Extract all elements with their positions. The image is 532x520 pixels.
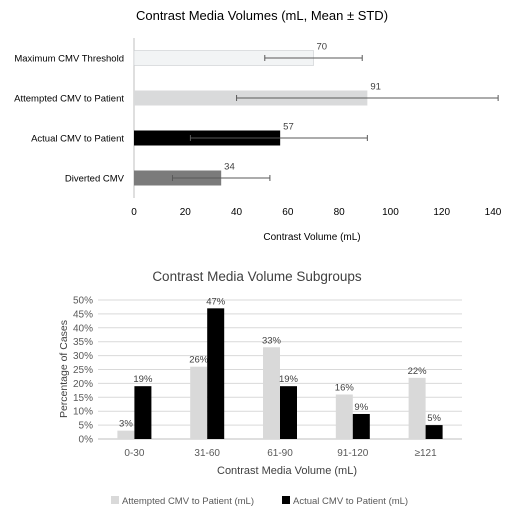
- chart2-bar: [117, 430, 135, 439]
- chart2-y-tick-label: 10%: [73, 407, 93, 418]
- chart2-plot: 0% 5% 10% 15% 20% 25% 30% 35% 40% 45% 50% 0-30 3% 19%…: [73, 296, 462, 507]
- chart2-data-label: 9%: [354, 402, 368, 413]
- chart1-x-tick-label: 40: [231, 207, 243, 218]
- chart1-x-tick-label: 120: [433, 207, 450, 218]
- chart2-data-label: 19%: [279, 374, 299, 385]
- chart1-category-label: Diverted CMV: [65, 174, 125, 185]
- chart2-bar: [190, 366, 208, 439]
- chart1-data-label: 70: [317, 42, 328, 53]
- chart2-x-tick-label: 91-120: [337, 448, 369, 459]
- chart2-bar: [207, 308, 225, 439]
- chart2-data-label: 5%: [427, 413, 441, 424]
- chart2-y-tick-label: 45%: [73, 309, 93, 320]
- chart2-x-axis-label: Contrast Media Volume (mL): [217, 465, 357, 477]
- chart2-data-label: 33%: [262, 335, 282, 346]
- chart2-y-tick-label: 40%: [73, 323, 93, 334]
- chart2-data-label: 3%: [119, 419, 133, 430]
- chart2-x-tick-label: 61-90: [267, 448, 293, 459]
- chart2-data-label: 19%: [133, 374, 153, 385]
- chart2-y-tick-label: 15%: [73, 393, 93, 404]
- chart2-legend-label: Attempted CMV to Patient (mL): [122, 496, 254, 507]
- chart1-plot: 0 20 40 60 80 100 120 140 Maximum CMV Threshold 7…: [14, 38, 502, 218]
- chart1-data-label: 91: [370, 82, 381, 93]
- chart1-category-label: Actual CMV to Patient: [31, 134, 124, 145]
- chart2-x-tick-label: 0-30: [124, 448, 144, 459]
- chart2-bar: [134, 386, 152, 439]
- chart2-data-label: 16%: [335, 383, 355, 394]
- chart2-y-tick-label: 5%: [79, 421, 94, 432]
- chart2-legend-swatch: [111, 496, 119, 504]
- chart2-bar: [335, 394, 353, 439]
- chart2-bar: [263, 347, 280, 439]
- chart1-x-tick-label: 80: [334, 207, 346, 218]
- chart2-data-label: 26%: [189, 355, 209, 366]
- chart2-x-tick-label: 31-60: [194, 448, 220, 459]
- chart1-data-label: 34: [224, 162, 235, 173]
- chart2-y-tick-label: 30%: [73, 351, 93, 362]
- chart2-x-tick-label: ≥121: [415, 448, 438, 459]
- chart2-y-tick-label: 50%: [73, 296, 93, 307]
- chart1-data-label: 57: [283, 122, 294, 133]
- chart2-legend-swatch: [282, 496, 290, 504]
- chart2-legend-label: Actual CMV to Patient (mL): [293, 496, 408, 507]
- chart2-y-tick-label: 20%: [73, 379, 93, 390]
- chart2-y-tick-label: 25%: [73, 365, 93, 376]
- chart2-bar: [352, 413, 370, 439]
- chart2-y-axis-label: Percentage of Cases: [58, 320, 70, 418]
- chart2-bar: [408, 377, 426, 439]
- chart2-data-label: 47%: [206, 296, 226, 307]
- chart2-y-tick-label: 0%: [79, 435, 94, 446]
- chart1-category-label: Maximum CMV Threshold: [14, 54, 124, 65]
- chart1-category-label: Attempted CMV to Patient: [14, 94, 124, 105]
- chart1-x-tick-label: 60: [282, 207, 294, 218]
- chart2-bar: [280, 386, 297, 439]
- chart1-x-tick-label: 100: [382, 207, 399, 218]
- chart1-title: Contrast Media Volumes (mL, Mean ± STD): [136, 8, 388, 23]
- chart2-bar: [425, 425, 443, 439]
- chart1-x-axis-label: Contrast Volume (mL): [263, 232, 360, 243]
- chart2-data-label: 22%: [408, 366, 428, 377]
- chart2-title: Contrast Media Volume Subgroups: [152, 269, 362, 284]
- chart1-x-tick-label: 20: [180, 207, 192, 218]
- chart1-x-tick-label: 0: [131, 207, 137, 218]
- chart1-x-tick-label: 140: [485, 207, 502, 218]
- chart2-y-tick-label: 35%: [73, 337, 93, 348]
